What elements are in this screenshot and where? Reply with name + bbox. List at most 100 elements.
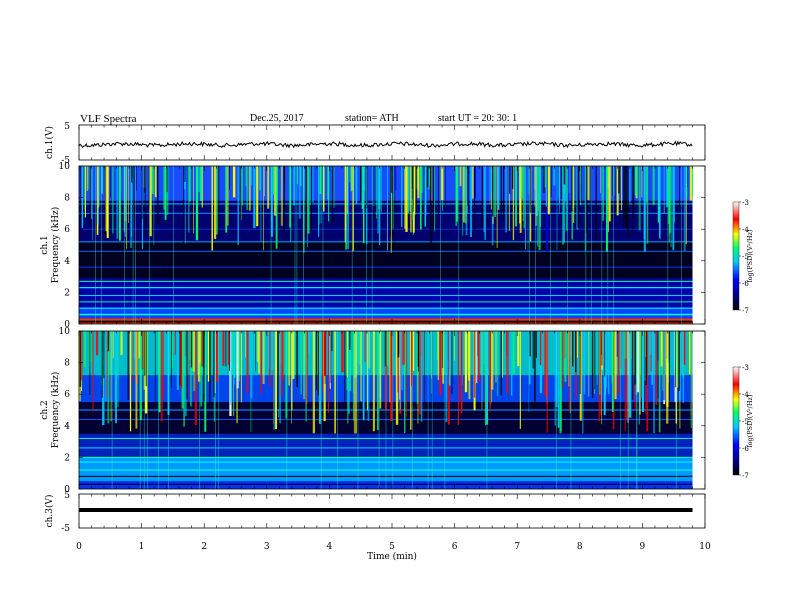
x-tick-label: 9 (640, 542, 646, 552)
ch2-spectrogram-sferic (639, 331, 641, 415)
ch2-spectrogram-sferic (431, 331, 432, 379)
ch2-spectrogram-sferic (327, 331, 329, 413)
ch2-spectrogram-sferic (280, 331, 283, 397)
ch1-spectrogram-sferic (646, 166, 649, 244)
ch2-spectrogram-sferic (629, 331, 632, 418)
ch1-spectrogram-dark-streak (332, 166, 334, 225)
x-axis-label: Time (min) (367, 551, 417, 562)
ch1-spectrogram-sferic (119, 166, 121, 241)
ch1-spectrogram-sferic (189, 166, 191, 202)
x-tick-label: 7 (514, 542, 520, 552)
ch1-spectrogram-sferic (520, 166, 523, 199)
ch1-spectrogram-dark-streak (390, 166, 391, 238)
ch2-spectrogram-colorbar-tick-label: -4 (742, 391, 749, 399)
ch1-spectrogram-sferic-full (366, 166, 367, 324)
ch2-spectrogram-dark-streak (669, 331, 670, 402)
ch2-spectrogram-dark-streak (579, 331, 581, 394)
x-tick-label: 8 (577, 542, 583, 552)
ch2-spectrogram-sferic-full (158, 331, 159, 489)
ch1-spectrogram-dark-streak (104, 166, 106, 241)
ch1-spectrogram-sferic (641, 166, 643, 198)
ch2-spectrogram-sferic (445, 331, 448, 423)
ch1-spectrogram-sferic (272, 166, 275, 195)
ch1-spectrogram-sferic (562, 166, 565, 245)
ch1-spectrogram-sferic (616, 166, 619, 216)
ch2-spectrogram-sferic (167, 331, 170, 416)
ch2-spectrogram-sferic (356, 331, 359, 363)
ch1-spectrogram-sferic-full (590, 166, 592, 324)
ch2-spectrogram-sferic (306, 331, 308, 405)
ch2-spectrogram-dark-streak (349, 331, 351, 350)
ch1-spectrogram-sferic (237, 166, 239, 246)
ch1-spectrogram-sferic (685, 166, 688, 199)
ch2-spectrogram-ylabel: Frequency (kHz) (50, 372, 61, 449)
ch1-spectrogram-sferic-full (351, 166, 353, 324)
ch1-spectrogram-sferic (319, 166, 322, 194)
ch2-spectrogram-dark-streak (186, 331, 188, 400)
ch1-spectrogram-sferic (351, 166, 353, 191)
ch1-spectrogram-sferic (401, 166, 403, 228)
ch2-spectrogram-sferic (386, 331, 389, 366)
ch1-spectrogram-band-line (79, 280, 693, 282)
ch2-spectrogram-dark-streak (315, 331, 317, 391)
ch1-spectrogram-sferic (92, 166, 93, 241)
ch1-spectrogram-sferic (81, 166, 84, 228)
ch1-spectrogram-sferic (519, 166, 522, 233)
ch2-spectrogram-sferic (447, 331, 450, 425)
ch1-spectrogram-sferic (154, 166, 157, 198)
ch1-spectrogram-sferic (322, 166, 325, 212)
ch2-spectrogram-sferic (189, 331, 191, 360)
ch1-spectrogram-dark-streak (80, 166, 81, 218)
ch2-spectrogram-sferic (106, 331, 108, 397)
ch2-spectrogram-sferic (620, 331, 622, 369)
ch2-spectrogram-sferic (410, 331, 413, 387)
ch2-spectrogram-dark-streak (101, 331, 103, 398)
ch2-spectrogram-dark-streak (255, 331, 257, 372)
ch2-spectrogram-sferic (662, 331, 665, 391)
ch1-spectrogram-sferic (545, 166, 548, 207)
ch2-spectrogram-colorbar (732, 366, 740, 476)
ch3-waveform-ylabel: ch.3(V) (44, 495, 55, 528)
ch2-spectrogram-sferic (486, 331, 489, 425)
ch2-spectrogram-sferic (601, 331, 603, 366)
ch2-spectrogram-dark-streak (170, 331, 172, 388)
ch1-spectrogram-sferic (538, 166, 541, 251)
ch1-spectrogram-sferic (547, 166, 550, 215)
ch2-spectrogram-dark-streak (143, 331, 146, 376)
ch2-spectrogram-dark-streak (79, 331, 82, 387)
ch1-spectrogram-sferic (164, 166, 167, 220)
ch1-spectrogram-dark-streak (148, 166, 150, 207)
ch2-spectrogram-sferic (624, 331, 626, 359)
ch2-spectrogram-sferic-full (427, 331, 429, 489)
ch2-spectrogram-sferic (667, 331, 669, 363)
ch1-spectrogram-dark-streak (218, 166, 220, 240)
ch2-spectrogram-sferic (635, 331, 638, 395)
ch2-spectrogram-dark-streak (317, 331, 319, 396)
ch2-spectrogram-sferic (554, 331, 556, 426)
ch2-spectrogram-sferic (690, 331, 692, 429)
ch2-spectrogram-dark-streak (145, 331, 147, 387)
ch2-spectrogram-dark-streak (209, 331, 211, 405)
ch2-spectrogram-sferic (84, 331, 86, 368)
ch2-spectrogram-sferic (384, 331, 388, 411)
ch2-spectrogram-dark-streak (678, 331, 680, 392)
ch2-spectrogram-colorbar-tick-label: -3 (742, 364, 749, 372)
ch2-spectrogram-dark-streak (645, 331, 647, 385)
ch2-spectrogram-sferic (346, 331, 348, 378)
ch1-spectrogram-dark-streak (590, 166, 592, 217)
ch2-spectrogram-dark-streak (417, 331, 419, 367)
ch2-spectrogram-sferic (598, 331, 600, 422)
ch2-spectrogram-band-line (79, 447, 693, 449)
ch2-spectrogram-dark-streak (89, 331, 91, 395)
ch1-spectrogram-sferic-full (529, 166, 530, 324)
ch1-spectrogram-sferic (553, 166, 556, 186)
ch2-spectrogram-sferic (616, 331, 619, 357)
ch1-spectrogram-sferic (378, 166, 381, 210)
ch2-spectrogram-sferic (233, 331, 236, 378)
ch2-spectrogram-sferic (334, 331, 336, 434)
ch1-spectrogram-sferic (163, 166, 166, 210)
ch1-spectrogram-sferic-full (440, 166, 441, 324)
ch1-spectrogram-sferic (188, 166, 190, 233)
ch2-spectrogram-sferic (162, 331, 164, 400)
ch2-spectrogram-sferic (132, 331, 134, 381)
